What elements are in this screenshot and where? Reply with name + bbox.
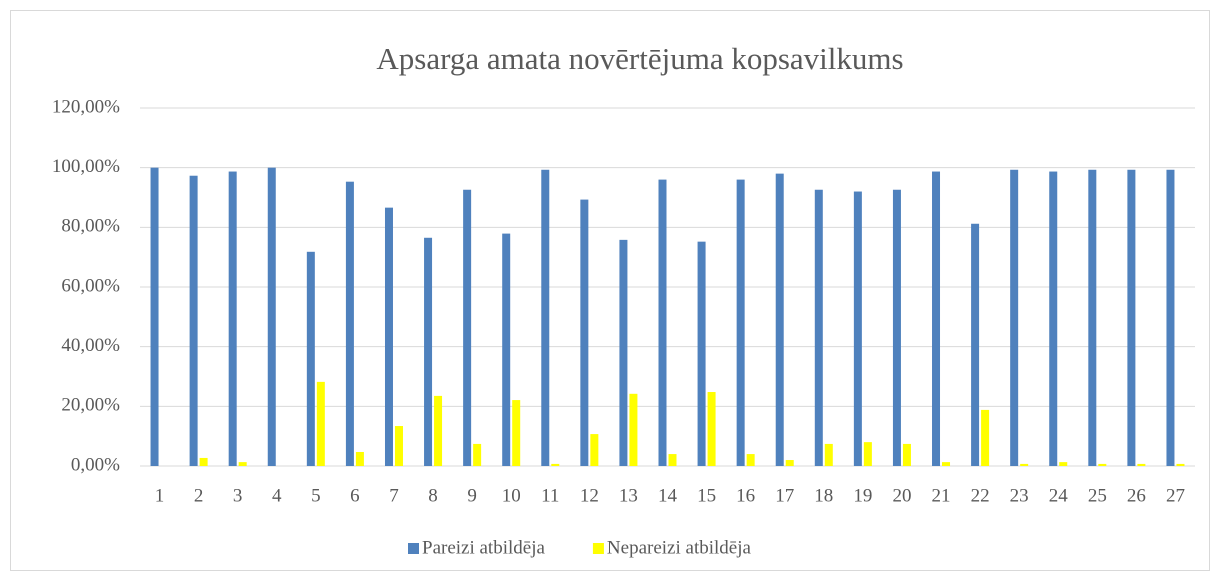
bar [512, 400, 521, 466]
bar [1176, 463, 1185, 466]
legend-label: Pareizi atbildēja [422, 537, 545, 558]
x-tick-label: 22 [971, 485, 990, 506]
bar [981, 409, 990, 466]
y-tick-label: 20,00% [61, 395, 120, 416]
bar [473, 443, 482, 466]
y-tick-label: 60,00% [61, 275, 120, 296]
bar [736, 179, 745, 466]
x-tick-label: 4 [272, 485, 282, 506]
x-tick-label: 8 [428, 485, 438, 506]
bar [306, 251, 315, 466]
x-tick-label: 12 [580, 485, 599, 506]
bar [697, 241, 706, 466]
bar [199, 457, 208, 466]
bar [384, 207, 393, 467]
legend-label: Nepareizi atbildēja [607, 537, 752, 558]
bar [434, 395, 443, 466]
bar [746, 454, 755, 466]
bar [707, 392, 716, 466]
bar [1166, 169, 1175, 466]
bar [619, 239, 628, 466]
bar [814, 189, 823, 466]
x-tick-label: 23 [1010, 485, 1029, 506]
bar [463, 189, 472, 466]
bar [228, 171, 237, 467]
bar [345, 181, 354, 466]
bar [1127, 169, 1136, 466]
x-tick-label: 13 [619, 485, 638, 506]
x-tick-label: 14 [658, 485, 678, 506]
bar [541, 169, 550, 466]
chart-title: Apsarga amata novērtējuma kopsavilkums [376, 41, 903, 76]
bar [1010, 169, 1019, 466]
bar [658, 179, 667, 466]
x-tick-label: 24 [1049, 485, 1069, 506]
x-tick-label: 21 [932, 485, 951, 506]
x-tick-label: 18 [814, 485, 833, 506]
x-tick-label: 20 [892, 485, 911, 506]
x-tick-label: 5 [311, 485, 321, 506]
bar [424, 237, 433, 466]
x-tick-label: 25 [1088, 485, 1107, 506]
x-tick-label: 17 [775, 485, 794, 506]
bar [551, 463, 560, 466]
x-tick-label: 9 [467, 485, 477, 506]
bar [1020, 463, 1029, 466]
x-tick-label: 3 [233, 485, 243, 506]
bar [932, 171, 941, 467]
bar [150, 167, 159, 466]
x-tick-label: 7 [389, 485, 399, 506]
bar [863, 442, 872, 466]
bar [971, 223, 980, 466]
x-tick-label: 27 [1166, 485, 1185, 506]
x-tick-label: 11 [541, 485, 559, 506]
bar [189, 175, 198, 466]
bar [1049, 171, 1058, 467]
bar [892, 189, 901, 466]
bar [1059, 462, 1068, 466]
x-tick-label: 2 [194, 485, 204, 506]
bar [355, 451, 364, 466]
legend-swatch [408, 543, 419, 554]
bar [580, 199, 589, 467]
bar [1098, 463, 1107, 466]
x-tick-label: 16 [736, 485, 755, 506]
y-tick-label: 40,00% [61, 335, 120, 356]
chart-frame [10, 10, 1210, 571]
bar [775, 173, 784, 466]
y-tick-label: 120,00% [52, 96, 120, 117]
bar [590, 434, 599, 466]
bar [316, 381, 325, 466]
x-tick-label: 1 [155, 485, 165, 506]
bar [1137, 463, 1146, 466]
bar [824, 443, 833, 466]
legend-swatch [592, 543, 604, 554]
x-tick-label: 26 [1127, 485, 1146, 506]
bar [1088, 169, 1097, 466]
bar [629, 393, 638, 466]
x-tick-label: 19 [853, 485, 872, 506]
bar [394, 426, 403, 466]
y-tick-label: 100,00% [52, 156, 120, 177]
bar [668, 454, 677, 466]
bar [267, 167, 276, 466]
y-tick-label: 0,00% [71, 454, 120, 475]
bar [853, 191, 862, 467]
y-tick-label: 80,00% [61, 216, 120, 237]
x-tick-label: 10 [502, 485, 521, 506]
bar [902, 443, 911, 466]
x-tick-label: 15 [697, 485, 716, 506]
bar [502, 233, 511, 466]
bar [785, 460, 794, 466]
x-tick-label: 6 [350, 485, 360, 506]
bar [942, 462, 951, 466]
bar [238, 462, 247, 466]
